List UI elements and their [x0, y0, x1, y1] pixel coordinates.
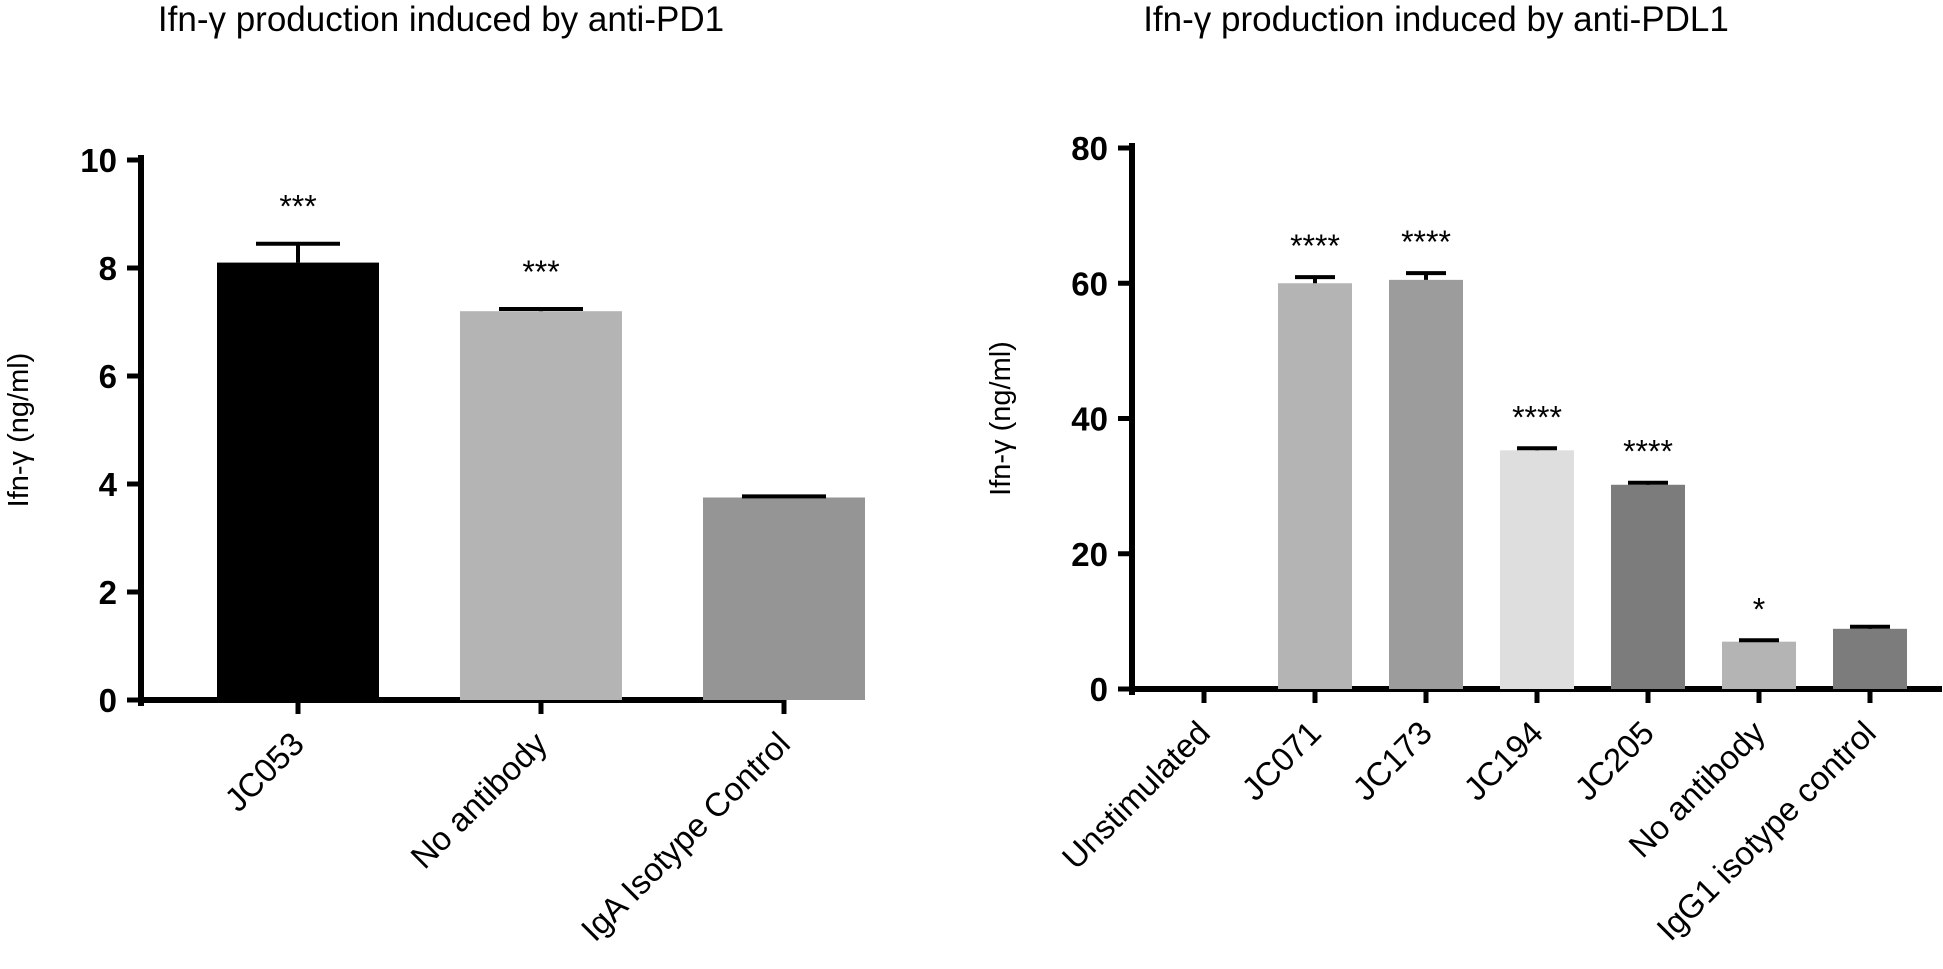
right-category-label: IgG1 isotype control [1649, 714, 1883, 948]
right-category-label: JC194 [1456, 714, 1550, 808]
left-bar [703, 497, 865, 700]
chart-title-right: Ifn-γ production induced by anti-PDL1 [1143, 0, 1729, 39]
right-y-tick-label: 60 [1071, 265, 1108, 302]
left-y-tick-label: 4 [99, 466, 118, 503]
left-y-tick-label: 0 [99, 682, 117, 719]
left-significance-label: *** [522, 254, 559, 290]
right-bar [1722, 641, 1796, 689]
right-significance-label: * [1753, 591, 1765, 627]
left-y-tick-label: 2 [99, 574, 117, 611]
right-y-tick-label: 80 [1071, 130, 1108, 167]
right-category-label: JC173 [1345, 714, 1439, 808]
right-category-label: Unstimulated [1055, 714, 1217, 876]
left-significance-label: *** [279, 189, 316, 225]
right-bar [1500, 450, 1574, 689]
right-category-label: JC205 [1567, 714, 1661, 808]
left-y-axis-title: Ifn-γ (ng/ml) [3, 353, 35, 508]
left-bar [460, 311, 622, 700]
left-y-tick-label: 10 [80, 142, 117, 179]
right-bar [1611, 484, 1685, 689]
right-y-tick-label: 0 [1090, 671, 1108, 708]
right-y-axis-title: Ifn-γ (ng/ml) [985, 341, 1017, 496]
left-y-tick-label: 6 [99, 358, 117, 395]
right-y-tick-label: 20 [1071, 536, 1108, 573]
right-significance-label: **** [1623, 434, 1673, 470]
left-y-tick-label: 8 [99, 250, 117, 287]
right-category-label: JC071 [1234, 714, 1328, 808]
right-y-tick-label: 40 [1071, 401, 1108, 438]
right-bar [1389, 279, 1463, 689]
right-bar [1833, 628, 1907, 689]
right-significance-label: **** [1290, 228, 1340, 264]
left-bar [217, 262, 379, 700]
right-significance-label: **** [1512, 399, 1562, 435]
chart-title-left: Ifn-γ production induced by anti-PD1 [157, 0, 725, 39]
right-significance-label: **** [1401, 224, 1451, 260]
right-bar [1278, 283, 1352, 689]
